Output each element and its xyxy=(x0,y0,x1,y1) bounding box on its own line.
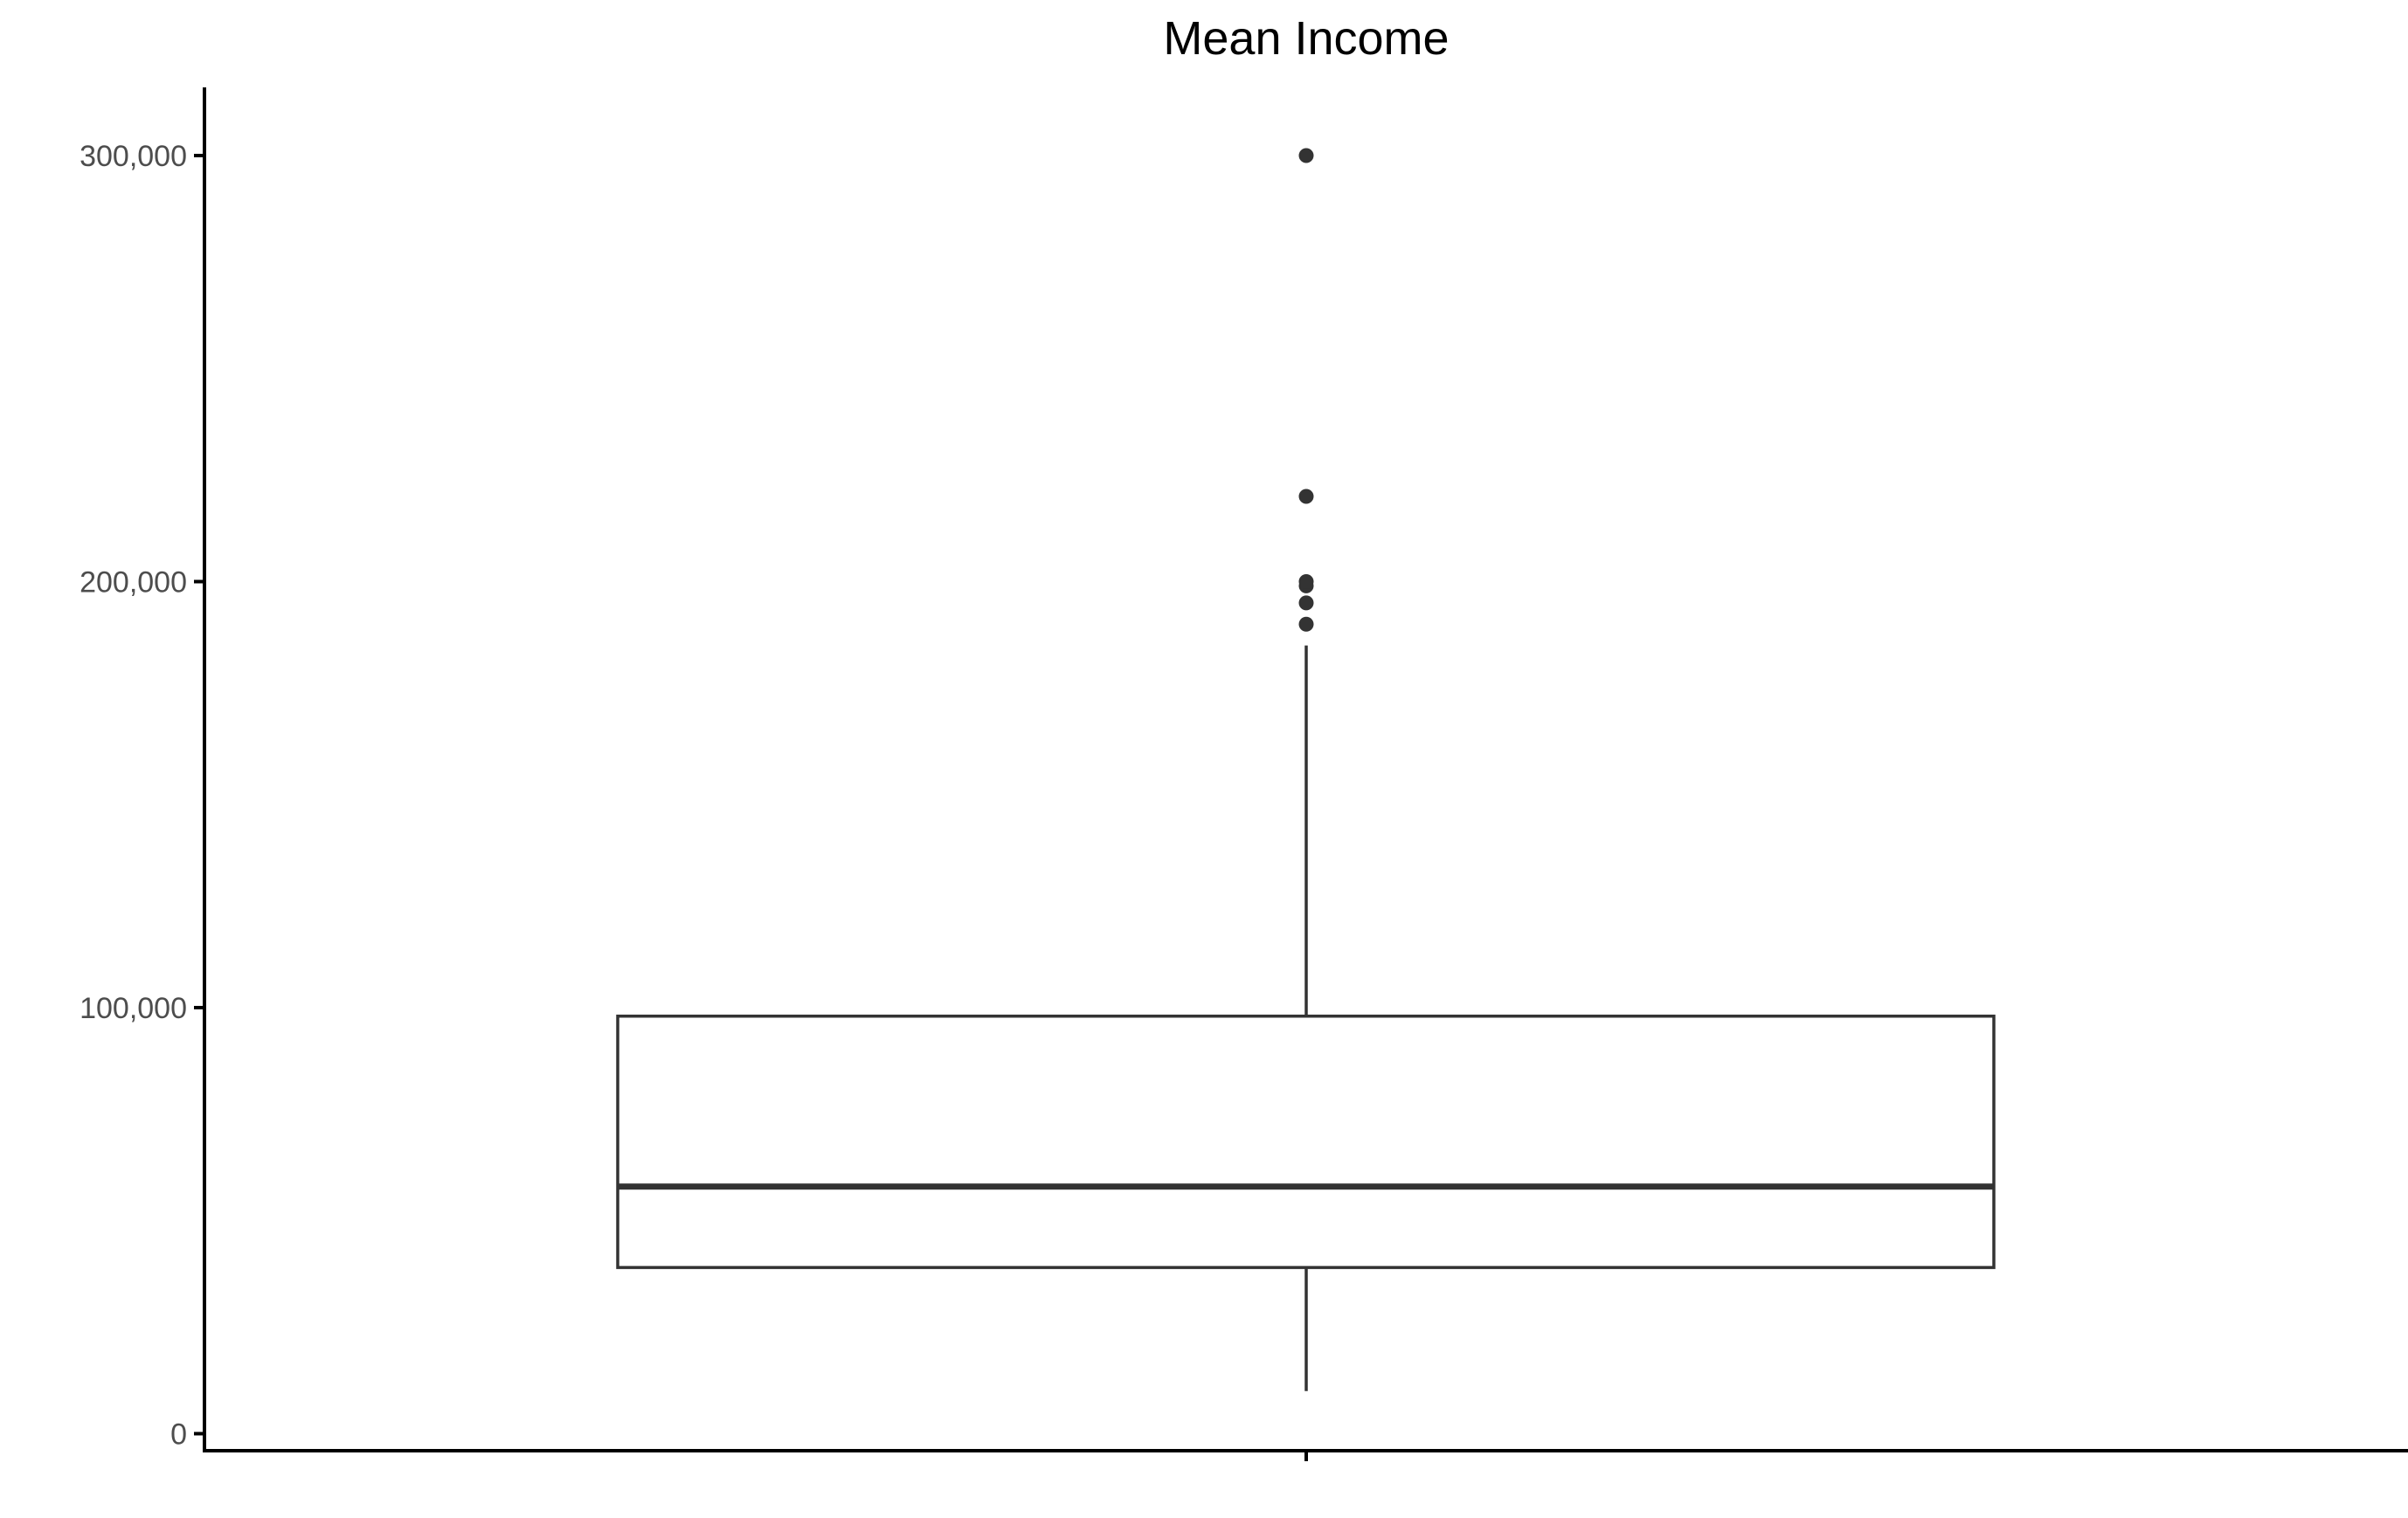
box-layer xyxy=(616,645,1996,1391)
outlier-point-5 xyxy=(1298,148,1314,163)
y-tick-label: 100,000 xyxy=(80,992,187,1025)
outlier-point-4 xyxy=(1298,489,1314,504)
y-tick-label: 200,000 xyxy=(80,566,187,600)
y-tick-label: 300,000 xyxy=(80,140,187,173)
outlier-point-1 xyxy=(1298,595,1314,611)
outlier-points xyxy=(1298,148,1314,632)
iqr-box xyxy=(616,1015,1996,1270)
outlier-point-3 xyxy=(1298,574,1314,589)
axes xyxy=(203,87,2408,1461)
chart-title: Mean Income xyxy=(1163,12,1449,65)
outlier-point-0 xyxy=(1298,616,1314,632)
y-tick-label: 0 xyxy=(170,1418,187,1452)
y-ticks: 0 100,000 200,000 300,000 xyxy=(80,140,204,1452)
